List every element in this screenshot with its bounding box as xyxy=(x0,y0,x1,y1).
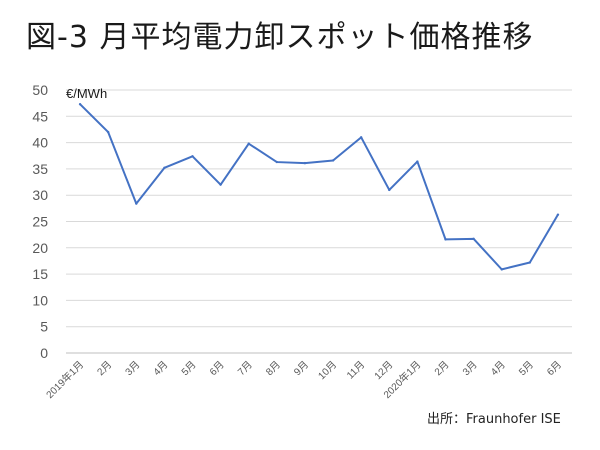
y-tick-label: 10 xyxy=(32,292,48,308)
y-tick-label: 20 xyxy=(32,240,48,256)
x-tick-label: 12月 xyxy=(372,359,395,382)
gridlines xyxy=(66,89,572,354)
data-point xyxy=(219,183,222,186)
data-point xyxy=(78,103,82,106)
y-tick-label: 45 xyxy=(32,108,48,124)
y-tick-label: 5 xyxy=(40,319,48,335)
data-point xyxy=(528,261,532,264)
data-point xyxy=(331,159,335,162)
source-note: 出所：Fraunhofer ISE xyxy=(427,412,561,427)
series-layer xyxy=(78,103,560,271)
data-point xyxy=(388,188,391,192)
y-tick-label: 50 xyxy=(32,82,48,98)
data-point xyxy=(444,238,447,241)
x-tick-label: 7月 xyxy=(235,359,254,378)
x-tick-label: 5月 xyxy=(179,359,198,378)
data-point xyxy=(163,166,166,170)
x-tick-label: 8月 xyxy=(263,359,282,378)
x-tick-label: 6月 xyxy=(545,359,564,378)
data-point xyxy=(191,155,194,158)
y-axis-tick-labels: 0 5 10 15 20 25 30 35 40 45 50 xyxy=(32,82,48,361)
x-tick-label: 4月 xyxy=(151,359,170,378)
x-tick-label: 5月 xyxy=(516,359,535,378)
y-tick-label: 35 xyxy=(32,161,48,177)
data-point xyxy=(472,237,475,241)
x-tick-label: 2月 xyxy=(432,359,451,378)
data-point xyxy=(500,268,503,271)
x-tick-label: 3月 xyxy=(123,359,142,378)
x-tick-label: 2019年1月 xyxy=(43,358,86,401)
data-point xyxy=(303,161,307,165)
data-point xyxy=(106,130,110,134)
data-point xyxy=(416,160,419,163)
y-tick-label: 0 xyxy=(40,345,48,361)
data-point xyxy=(359,136,363,139)
x-tick-label: 4月 xyxy=(488,359,507,378)
y-axis-unit-label: €/MWh xyxy=(66,86,107,101)
x-tick-label: 3月 xyxy=(460,359,479,378)
x-tick-label: 6月 xyxy=(207,359,226,378)
x-tick-label: 9月 xyxy=(292,359,311,378)
x-tick-label: 10月 xyxy=(316,359,339,382)
x-tick-label: 2月 xyxy=(95,359,114,378)
chart-title: 図-3 月平均電力卸スポット価格推移 xyxy=(26,20,534,55)
data-point xyxy=(275,160,279,164)
y-tick-label: 25 xyxy=(32,214,48,230)
data-point xyxy=(135,202,138,205)
y-tick-label: 30 xyxy=(32,187,48,203)
series-line xyxy=(79,103,559,271)
data-point xyxy=(247,142,250,145)
data-point xyxy=(556,213,560,216)
y-tick-label: 40 xyxy=(32,135,48,151)
y-tick-label: 15 xyxy=(32,266,48,282)
x-tick-label: 11月 xyxy=(344,359,367,382)
